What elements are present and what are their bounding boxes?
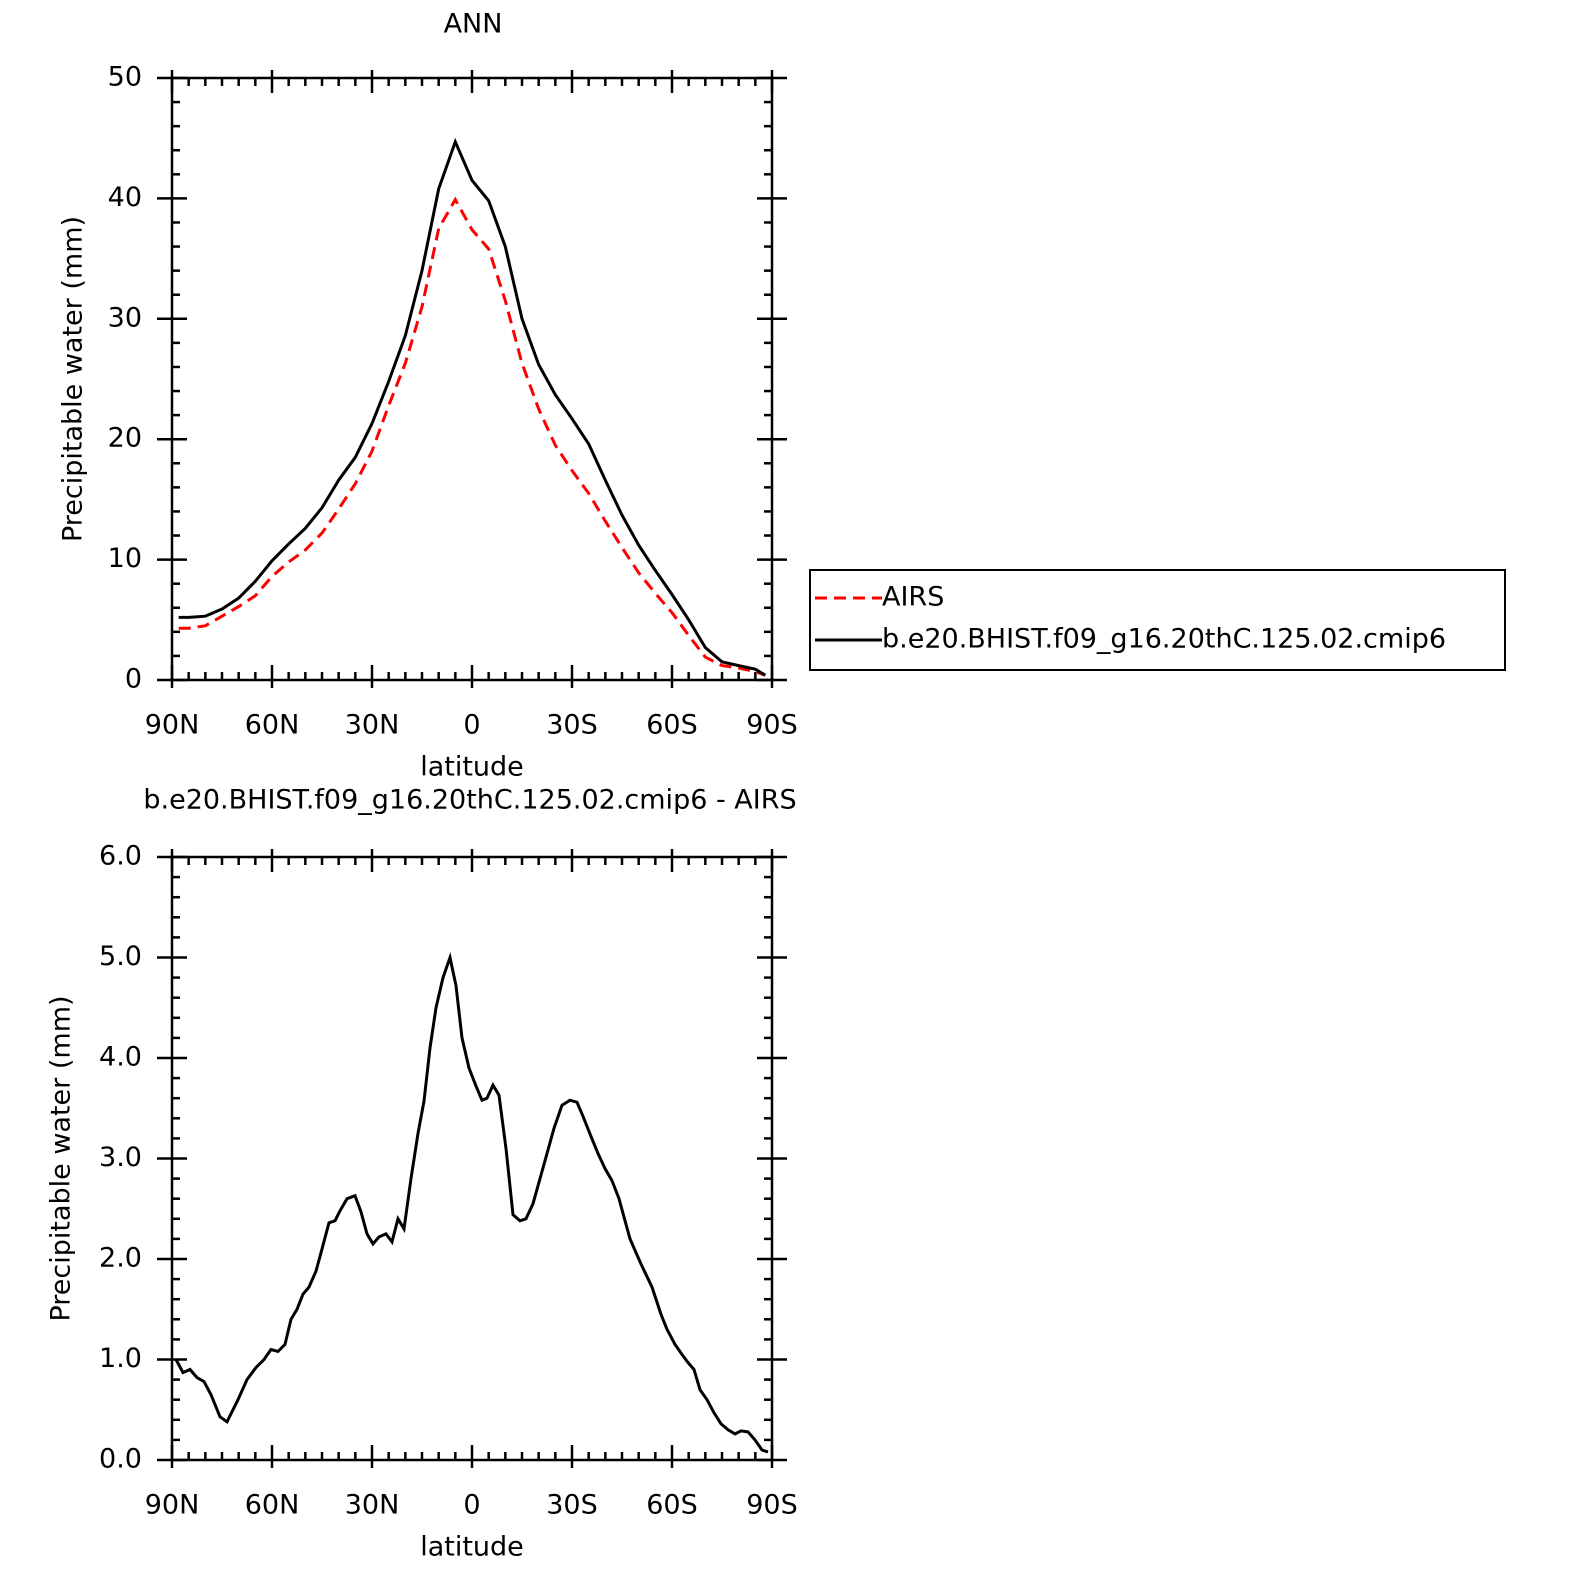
y-tick-label: 0.0 [99,1444,142,1475]
x-axis-label: latitude [420,1532,524,1563]
y-tick-label: 2.0 [99,1243,142,1274]
data-line [174,951,769,1454]
x-tick-label: 60S [646,1490,698,1521]
x-tick-label: 60N [245,710,300,741]
y-tick-label: 4.0 [99,1042,142,1073]
legend-box [809,569,1506,671]
x-tick-label: 0 [463,710,480,741]
chart-title: b.e20.BHIST.f09_g16.20thC.125.02.cmip6 -… [143,785,796,816]
y-tick-label: 6.0 [99,841,142,872]
legend-label: b.e20.BHIST.f09_g16.20thC.125.02.cmip6 [882,624,1446,655]
y-tick-label: 50 [108,62,142,93]
y-tick-label: 1.0 [99,1343,142,1374]
x-tick-label: 90S [746,710,798,741]
x-tick-label: 60S [646,710,698,741]
data-line [178,196,766,677]
y-tick-label: 5.0 [99,941,142,972]
x-axis-label: latitude [420,752,524,783]
y-axis-label: Precipitable water (mm) [46,995,77,1321]
y-tick-label: 0 [125,664,142,695]
x-tick-label: 0 [463,1490,480,1521]
x-tick-label: 30S [546,1490,598,1521]
plot-frame [170,76,774,682]
x-tick-label: 30N [345,710,400,741]
legend-label: AIRS [882,582,944,613]
x-tick-label: 60N [245,1490,300,1521]
chart-title: ANN [444,9,503,40]
plot-frame [170,855,774,1462]
y-axis-label: Precipitable water (mm) [58,216,89,542]
x-tick-label: 90N [145,1490,200,1521]
x-tick-label: 90N [145,710,200,741]
y-tick-label: 10 [108,543,142,574]
y-tick-label: 20 [108,423,142,454]
y-tick-label: 3.0 [99,1142,142,1173]
data-line [178,137,767,677]
x-tick-label: 30S [546,710,598,741]
y-tick-label: 30 [108,302,142,333]
y-tick-label: 40 [108,182,142,213]
x-tick-label: 30N [345,1490,400,1521]
x-tick-label: 90S [746,1490,798,1521]
